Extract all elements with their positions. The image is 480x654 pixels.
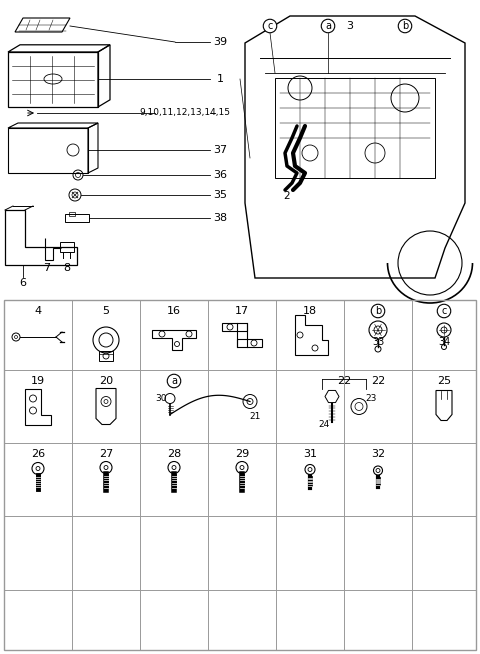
- Bar: [4, 300, 476, 650]
- Bar: [99, 351, 113, 361]
- Text: 1: 1: [216, 74, 224, 84]
- Text: 22: 22: [371, 376, 385, 386]
- Text: b: b: [375, 306, 381, 316]
- Bar: [172, 473, 176, 487]
- Text: a: a: [325, 21, 331, 31]
- Text: 20: 20: [99, 376, 113, 386]
- Bar: [65, 214, 89, 222]
- Bar: [60, 242, 74, 252]
- Bar: [36, 475, 40, 487]
- Text: 25: 25: [437, 376, 451, 386]
- Text: 33: 33: [372, 337, 384, 347]
- Text: 30: 30: [155, 394, 167, 403]
- Text: 37: 37: [213, 145, 227, 155]
- Text: 4: 4: [35, 306, 42, 316]
- Text: 29: 29: [235, 449, 249, 459]
- Text: 19: 19: [31, 376, 45, 386]
- Text: 18: 18: [303, 306, 317, 316]
- Bar: [376, 477, 380, 485]
- Bar: [275, 78, 435, 178]
- Text: 2: 2: [284, 191, 290, 201]
- Text: 6: 6: [20, 278, 26, 288]
- Text: 31: 31: [303, 449, 317, 459]
- Text: 5: 5: [103, 306, 109, 316]
- Text: 22: 22: [337, 376, 351, 386]
- Bar: [69, 212, 75, 216]
- Text: 32: 32: [371, 449, 385, 459]
- Text: 27: 27: [99, 449, 113, 459]
- Text: 7: 7: [43, 263, 50, 273]
- Bar: [309, 475, 312, 485]
- Text: 3: 3: [347, 21, 353, 31]
- Text: 23: 23: [365, 394, 377, 403]
- Text: 17: 17: [235, 306, 249, 316]
- Bar: [8, 128, 88, 173]
- Text: c: c: [441, 306, 447, 316]
- Text: 35: 35: [213, 190, 227, 200]
- Text: 9,10,11,12,13,14,15: 9,10,11,12,13,14,15: [140, 109, 230, 118]
- Bar: [240, 473, 244, 487]
- Text: a: a: [171, 376, 177, 386]
- Text: c: c: [267, 21, 273, 31]
- Text: b: b: [402, 21, 408, 31]
- Text: 24: 24: [318, 420, 330, 429]
- Text: 21: 21: [249, 412, 261, 421]
- Text: 8: 8: [63, 263, 71, 273]
- Bar: [8, 52, 98, 107]
- Text: 34: 34: [438, 337, 450, 347]
- Text: 39: 39: [213, 37, 227, 47]
- Text: 26: 26: [31, 449, 45, 459]
- Bar: [104, 473, 108, 487]
- Text: 36: 36: [213, 170, 227, 180]
- Text: 28: 28: [167, 449, 181, 459]
- Text: 16: 16: [167, 306, 181, 316]
- Text: 38: 38: [213, 213, 227, 223]
